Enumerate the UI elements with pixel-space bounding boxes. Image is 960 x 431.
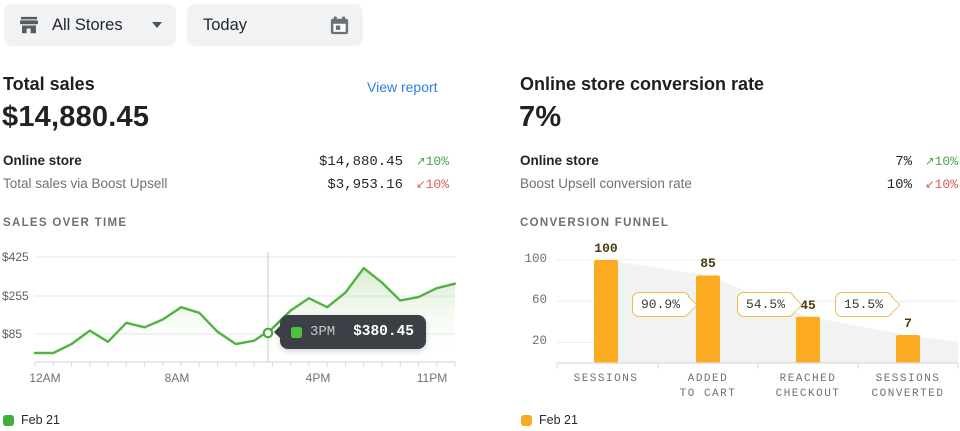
metric-row: Total sales via Boost Upsell $3,953.16 1…: [3, 176, 449, 194]
y-tick: 20: [531, 334, 547, 348]
legend-label: Feb 21: [21, 413, 60, 427]
conversion-value: 7%: [519, 101, 562, 133]
calendar-icon: [330, 15, 349, 34]
conversion-funnel-chart[interactable]: 100 60 20 100 85 45 7 90.9% 54.5% 15.5% …: [520, 238, 960, 413]
legend-swatch-orange: [521, 414, 532, 426]
storefront-icon: [20, 16, 38, 34]
y-tick: $255: [2, 289, 29, 303]
metric-value: 10%: [886, 177, 912, 193]
hover-point-marker: [262, 327, 274, 339]
conversion-rate-badge: 54.5%: [737, 292, 796, 317]
metric-label: Online store: [520, 153, 599, 168]
trend-up-icon: [416, 154, 426, 168]
conversion-rate-badge: 90.9%: [632, 292, 691, 317]
x-tick: 12AM: [29, 371, 61, 385]
total-sales-value: $14,880.45: [2, 101, 150, 133]
legend-swatch-green: [3, 414, 14, 426]
metric-label: Online store: [3, 153, 82, 168]
x-category-label: SESSIONS CONVERTED: [871, 373, 945, 400]
metric-label: Total sales via Boost Upsell: [3, 176, 168, 191]
trend-down-icon: [416, 177, 426, 191]
bar-value: 85: [700, 256, 716, 272]
funnel-bar[interactable]: [796, 316, 820, 363]
store-filter-button[interactable]: All Stores: [4, 4, 176, 46]
bar-value: 45: [800, 297, 816, 313]
x-tick: 8AM: [164, 371, 190, 385]
tooltip-time: 3PM: [310, 324, 336, 340]
store-filter-label: All Stores: [52, 15, 123, 34]
funnel-legend: Feb 21: [521, 413, 578, 427]
y-tick: 100: [524, 252, 547, 266]
metric-row: Boost Upsell conversion rate 10% 10%: [520, 176, 958, 194]
date-filter-button[interactable]: Today: [187, 4, 363, 46]
funnel-bar[interactable]: [896, 335, 920, 363]
series-swatch: [291, 326, 302, 338]
metric-value: $14,880.45: [318, 154, 403, 170]
trend-badge: 10%: [403, 176, 449, 192]
x-category-label: SESSIONS: [573, 373, 639, 385]
metric-value: $3,953.16: [327, 177, 403, 193]
metric-value: 7%: [895, 154, 912, 170]
trend-badge: 10%: [912, 153, 958, 169]
x-category-label: ADDED TO CART: [679, 373, 737, 400]
date-filter-label: Today: [203, 15, 248, 34]
legend-label: Feb 21: [539, 413, 578, 427]
bar-value: 7: [904, 316, 912, 331]
y-tick: 60: [531, 293, 547, 307]
trend-badge: 10%: [403, 153, 449, 169]
conversion-funnel-header: CONVERSION FUNNEL: [520, 217, 670, 229]
metric-row: Online store $14,880.45 10%: [3, 153, 449, 171]
sales-legend: Feb 21: [3, 413, 60, 427]
y-tick: $85: [2, 327, 23, 341]
tooltip-value: $380.45: [353, 324, 414, 340]
total-sales-title: Total sales: [3, 74, 95, 94]
x-tick: 4PM: [305, 371, 331, 385]
bar-value: 100: [594, 241, 618, 256]
chevron-down-icon: [152, 22, 162, 28]
funnel-bar[interactable]: [594, 260, 618, 363]
conversion-rate-badge: 15.5%: [835, 292, 894, 317]
metric-row: Online store 7% 10%: [520, 153, 958, 171]
view-report-link[interactable]: View report: [367, 79, 438, 95]
trend-down-icon: [925, 177, 935, 191]
line-chart-canvas: [33, 252, 457, 367]
funnel-bar[interactable]: [696, 275, 720, 364]
sales-over-time-header: SALES OVER TIME: [3, 217, 128, 229]
metric-label: Boost Upsell conversion rate: [520, 176, 692, 191]
chart-tooltip: 3PM $380.45: [280, 315, 426, 349]
y-tick: $425: [2, 250, 29, 264]
x-category-label: REACHED CHECKOUT: [775, 373, 841, 400]
trend-up-icon: [925, 154, 935, 168]
x-tick: 11PM: [416, 371, 448, 385]
conversion-title: Online store conversion rate: [520, 74, 765, 94]
trend-badge: 10%: [912, 176, 958, 192]
